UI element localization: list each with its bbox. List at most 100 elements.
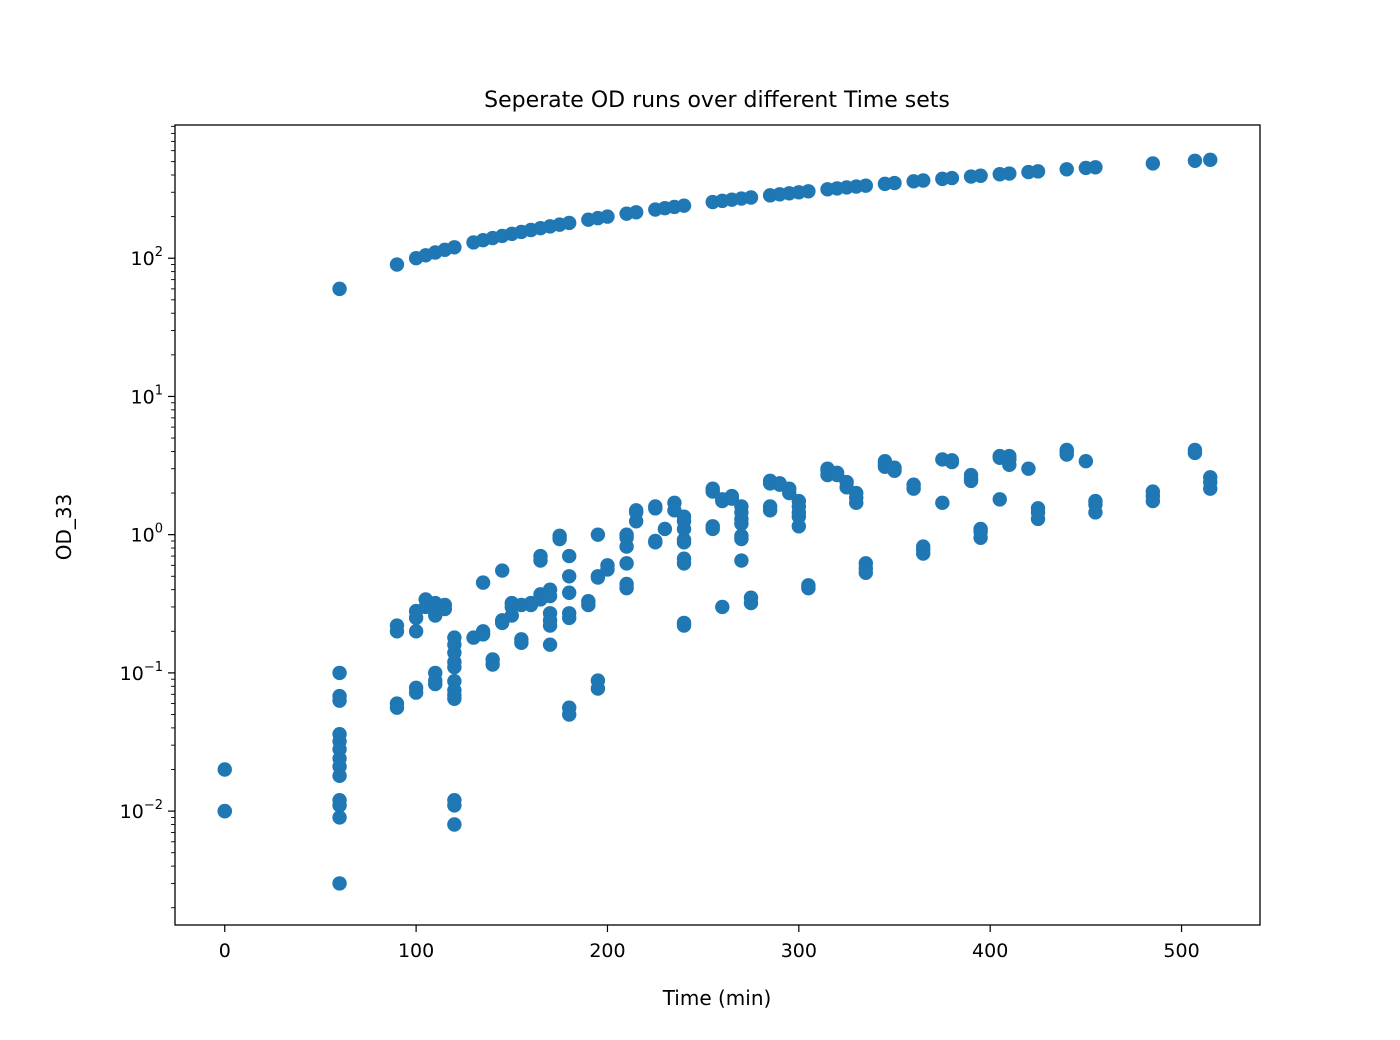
data-point: [734, 516, 749, 531]
data-point: [408, 624, 424, 639]
data-point: [389, 624, 405, 639]
data-point: [628, 514, 644, 529]
y-tick-exponent: 1: [155, 383, 163, 398]
data-point: [619, 556, 634, 571]
data-point: [1021, 461, 1036, 476]
data-point: [447, 691, 462, 706]
data-point: [628, 205, 644, 220]
data-point: [514, 635, 529, 651]
data-point: [332, 665, 347, 681]
data-point: [1187, 445, 1203, 461]
data-point: [600, 562, 615, 577]
data-point: [408, 610, 424, 626]
data-point: [1030, 164, 1046, 179]
data-point: [332, 810, 347, 825]
data-point: [217, 762, 232, 777]
data-point: [762, 503, 778, 518]
data-point: [1203, 152, 1218, 168]
data-point: [963, 473, 979, 489]
chart-title: Seperate OD runs over different Time set…: [484, 88, 950, 113]
y-tick-exponent: −2: [144, 798, 163, 813]
y-axis-label: OD_33: [52, 494, 76, 561]
data-point: [973, 530, 988, 545]
y-minor-ticks: [171, 125, 175, 909]
x-tick-label: 400: [972, 940, 1008, 962]
data-point: [801, 184, 816, 199]
y-tick-exponent: −1: [144, 660, 163, 675]
data-point: [743, 190, 759, 205]
data-point: [849, 495, 864, 511]
data-point: [533, 553, 548, 568]
data-point: [676, 556, 692, 571]
data-point: [1030, 511, 1046, 527]
data-point: [428, 676, 443, 692]
data-point: [332, 281, 347, 297]
data-point: [992, 492, 1007, 507]
data-point: [447, 659, 462, 675]
data-point: [916, 173, 931, 188]
data-point: [858, 178, 874, 193]
data-point: [782, 485, 797, 501]
data-point: [542, 618, 558, 633]
data-point: [887, 175, 902, 191]
data-point: [619, 580, 634, 596]
data-point: [1078, 454, 1094, 469]
data-point: [561, 215, 577, 231]
x-tick-label: 0: [219, 940, 231, 962]
data-point: [590, 527, 606, 542]
data-point: [676, 521, 692, 537]
x-tick-label: 100: [398, 940, 434, 962]
y-tick-base: 10: [131, 525, 155, 547]
data-point: [1145, 156, 1161, 171]
data-point: [676, 198, 692, 213]
data-point: [475, 627, 491, 642]
data-point: [657, 521, 673, 537]
data-point: [332, 876, 347, 891]
y-tick-label: 100: [131, 522, 163, 547]
data-point: [1059, 162, 1074, 177]
data-point: [906, 481, 921, 496]
data-point: [561, 610, 577, 626]
x-tick-label: 300: [781, 940, 817, 962]
data-point: [715, 599, 730, 615]
data-point: [600, 209, 615, 224]
data-point: [944, 170, 960, 186]
data-point: [887, 463, 902, 478]
x-axis-label: Time (min): [662, 986, 772, 1010]
data-point: [705, 484, 720, 499]
data-point: [437, 601, 453, 617]
data-point: [724, 491, 740, 506]
data-point: [495, 563, 510, 578]
data-point: [916, 546, 931, 561]
y-tick-base: 10: [131, 248, 155, 270]
x-tick-label: 200: [589, 940, 625, 962]
data-point: [561, 548, 577, 564]
data-point: [648, 501, 663, 516]
data-point: [552, 531, 567, 547]
y-tick-label: 101: [131, 383, 163, 408]
data-point: [743, 595, 759, 611]
data-point: [332, 693, 347, 708]
data-point: [648, 535, 663, 550]
data-point: [734, 553, 749, 568]
data-point: [619, 539, 634, 554]
data-point: [973, 168, 988, 183]
data-point: [590, 570, 606, 585]
data-point: [485, 657, 500, 672]
y-tick-exponent: 2: [155, 245, 163, 260]
data-point: [858, 565, 874, 580]
data-point: [590, 681, 606, 696]
y-tick-base: 10: [131, 386, 155, 408]
data-point: [332, 768, 347, 784]
data-point: [801, 580, 816, 596]
x-tick-label: 500: [1163, 940, 1199, 962]
data-point: [561, 569, 577, 584]
data-point: [1002, 457, 1017, 473]
data-points: [217, 152, 1218, 891]
data-point: [332, 798, 347, 813]
data-point: [542, 588, 558, 604]
data-point: [447, 817, 462, 832]
data-point: [705, 521, 720, 537]
data-point: [542, 637, 558, 652]
